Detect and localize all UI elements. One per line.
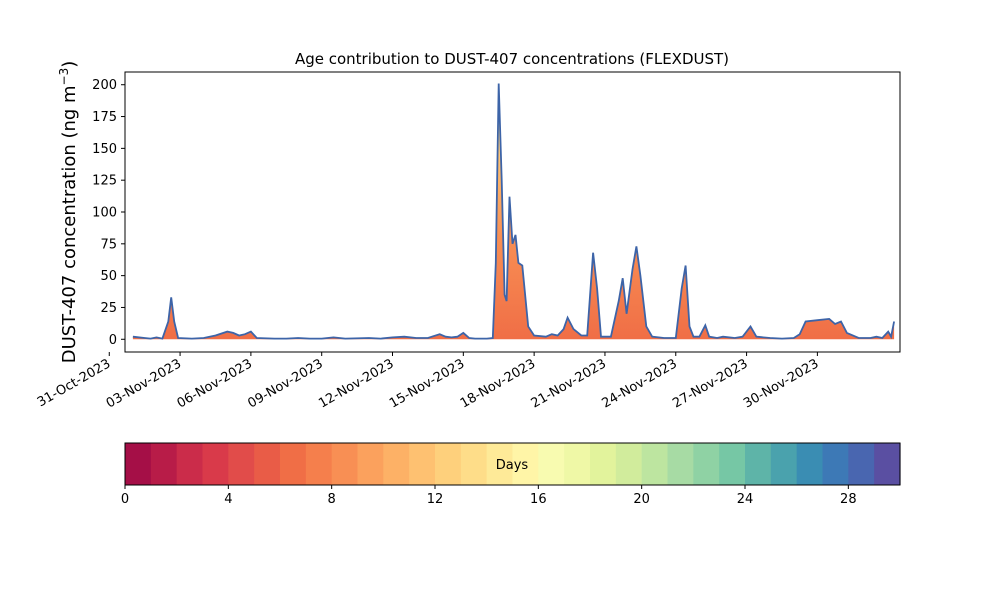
colorbar-bin bbox=[822, 443, 849, 485]
y-axis-label-suffix: ) bbox=[59, 61, 80, 68]
x-tick-label: 27-Nov-2023 bbox=[670, 356, 750, 411]
colorbar-bin bbox=[796, 443, 824, 485]
colorbar-bin bbox=[667, 443, 694, 485]
x-tick-label: 09-Nov-2023 bbox=[245, 356, 325, 411]
colorbar-bin bbox=[150, 443, 178, 485]
colorbar-bin bbox=[848, 443, 875, 485]
x-tick-label: 31-Oct-2023 bbox=[35, 356, 113, 410]
x-tick-label: 30-Nov-2023 bbox=[741, 356, 821, 411]
y-tick-label: 175 bbox=[92, 110, 117, 125]
colorbar-bin bbox=[719, 443, 746, 485]
colorbar-tick-label: 28 bbox=[840, 492, 857, 507]
colorbar-bin bbox=[280, 443, 307, 485]
colorbar-bin bbox=[615, 443, 643, 485]
colorbar-bin bbox=[641, 443, 669, 485]
series-line-0 bbox=[132, 83, 895, 340]
colorbar-tick-label: 20 bbox=[633, 492, 650, 507]
colorbar-tick-label: 24 bbox=[737, 492, 754, 507]
colorbar-tick-label: 12 bbox=[427, 492, 444, 507]
colorbar-bin bbox=[176, 443, 204, 485]
colorbar-tick-label: 0 bbox=[121, 492, 129, 507]
colorbar-bin bbox=[228, 443, 255, 485]
y-axis-label-superscript: −3 bbox=[57, 68, 71, 86]
y-tick-label: 100 bbox=[92, 206, 117, 221]
x-tick-label: 06-Nov-2023 bbox=[175, 356, 255, 411]
colorbar-bin bbox=[125, 443, 152, 485]
colorbar-bin bbox=[486, 443, 514, 485]
x-axis: 31-Oct-202303-Nov-202306-Nov-202309-Nov-… bbox=[35, 352, 821, 411]
colorbar-bin bbox=[305, 443, 333, 485]
colorbar-bin bbox=[331, 443, 359, 485]
colorbar-bin bbox=[693, 443, 720, 485]
colorbar-bin bbox=[770, 443, 798, 485]
colorbar-tick-label: 16 bbox=[530, 492, 547, 507]
x-tick-label: 24-Nov-2023 bbox=[599, 356, 679, 411]
x-tick-label: 21-Nov-2023 bbox=[529, 356, 609, 411]
y-tick-label: 75 bbox=[100, 237, 117, 252]
colorbar-label: Days bbox=[496, 458, 529, 473]
y-tick-label: 50 bbox=[100, 269, 117, 284]
chart-title: Age contribution to DUST-407 concentrati… bbox=[295, 50, 729, 68]
colorbar-bin bbox=[202, 443, 229, 485]
colorbar-bin bbox=[254, 443, 281, 485]
y-axis: 0 25 50 75 100 125 150 175 200 bbox=[92, 78, 125, 348]
colorbar: 0 4 8 12 16 20 24 28 bbox=[121, 442, 901, 507]
colorbar-bin bbox=[590, 443, 617, 485]
x-tick-label: 03-Nov-2023 bbox=[104, 356, 184, 411]
x-tick-label: 18-Nov-2023 bbox=[458, 356, 538, 411]
colorbar-bin bbox=[383, 443, 410, 485]
y-tick-label: 125 bbox=[92, 174, 117, 189]
y-tick-label: 150 bbox=[92, 142, 117, 157]
x-tick-label: 15-Nov-2023 bbox=[387, 356, 467, 411]
colorbar-bin bbox=[564, 443, 591, 485]
y-tick-label: 25 bbox=[100, 301, 117, 316]
colorbar-tick-label: 8 bbox=[328, 492, 336, 507]
colorbar-bin bbox=[512, 443, 539, 485]
series-area-0 bbox=[132, 83, 895, 340]
colorbar-bin bbox=[874, 443, 901, 485]
colorbar-frame bbox=[124, 442, 901, 486]
colorbar-tick-label: 4 bbox=[224, 492, 232, 507]
x-tick-label: 12-Nov-2023 bbox=[316, 356, 396, 411]
colorbar-bin bbox=[357, 443, 384, 485]
colorbar-bin bbox=[538, 443, 565, 485]
y-axis-label: DUST-407 concentration (ng m−3) bbox=[57, 61, 80, 364]
plot-area bbox=[132, 83, 895, 340]
colorbar-bin bbox=[409, 443, 436, 485]
y-axis-label-main: DUST-407 concentration (ng m bbox=[59, 85, 80, 363]
y-tick-label: 0 bbox=[109, 333, 117, 348]
colorbar-bin bbox=[745, 443, 772, 485]
colorbar-bin bbox=[435, 443, 462, 485]
colorbar-bin bbox=[460, 443, 488, 485]
y-tick-label: 200 bbox=[92, 78, 117, 93]
